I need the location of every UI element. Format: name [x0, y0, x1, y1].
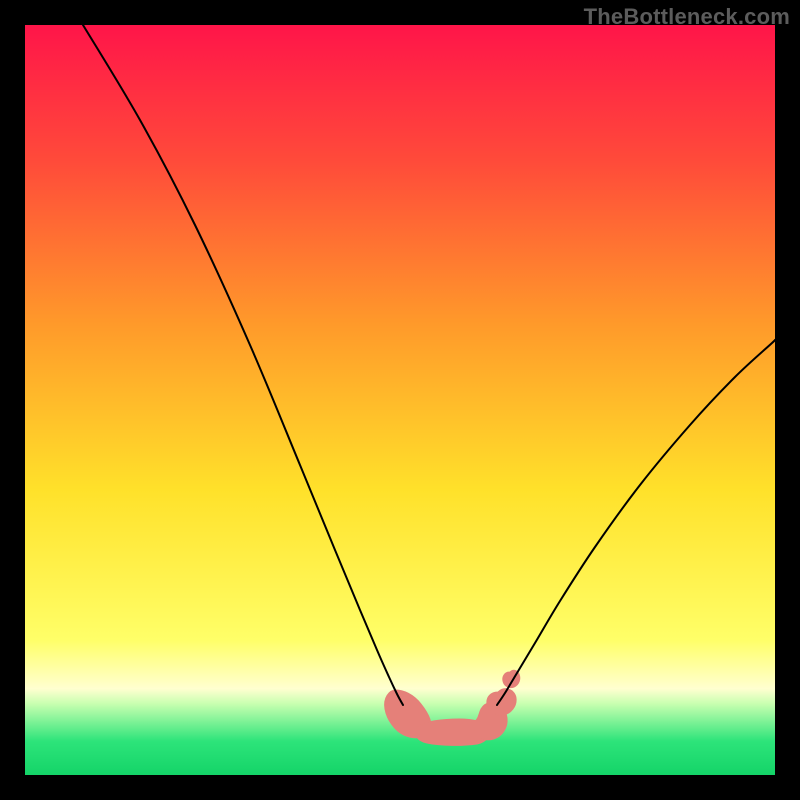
outer-frame: TheBottleneck.com: [0, 0, 800, 800]
plot-area: [25, 25, 775, 775]
gradient-background: [25, 25, 775, 775]
watermark-text: TheBottleneck.com: [584, 4, 790, 30]
plot-svg: [25, 25, 775, 775]
